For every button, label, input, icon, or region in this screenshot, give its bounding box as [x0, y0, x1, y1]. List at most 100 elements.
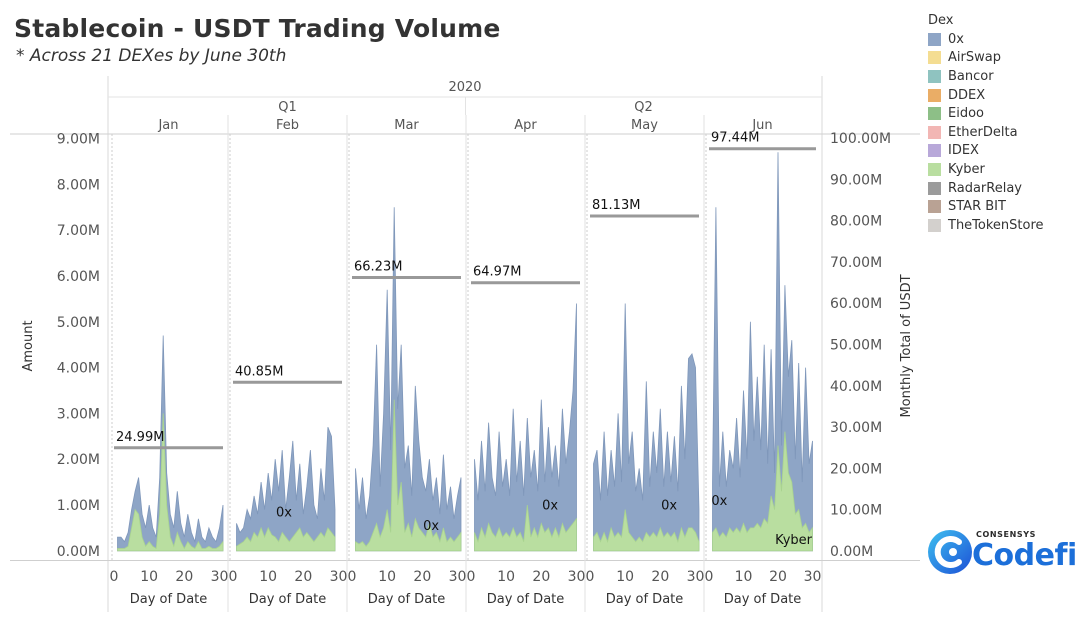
- y-axis-title: Amount: [21, 320, 36, 371]
- x-axis-title: Day of Date: [368, 592, 446, 607]
- x-tick-label: 0: [467, 569, 476, 585]
- area-label: 0x: [423, 519, 439, 534]
- x-tick-label: 30: [211, 569, 229, 585]
- codefi-logo: CONSENSYS Codefi: [926, 524, 1077, 580]
- y2-tick-label: 100.00M: [830, 131, 891, 147]
- monthly-total-label: 40.85M: [235, 364, 283, 379]
- y2-tick-label: 30.00M: [830, 420, 882, 436]
- legend-item: EtherDelta: [928, 123, 1044, 142]
- legend-swatch: [928, 144, 941, 158]
- x-axis-title: Day of Date: [724, 592, 802, 607]
- area-label: 0x: [661, 499, 677, 514]
- logo-top-text: CONSENSYS: [976, 530, 1037, 539]
- y-tick-label: 2.00M: [57, 452, 100, 468]
- series-area-kyber: [117, 413, 224, 552]
- x-tick-label: 30: [330, 569, 348, 585]
- y2-tick-label: 80.00M: [830, 214, 882, 230]
- y-tick-label: 5.00M: [57, 315, 100, 331]
- legend-item: Eidoo: [928, 104, 1044, 123]
- x-axis-title: Day of Date: [130, 592, 208, 607]
- y2-tick-label: 0.00M: [830, 544, 873, 560]
- monthly-total-label: 64.97M: [473, 265, 521, 280]
- x-tick-label: 30: [568, 569, 586, 585]
- y-tick-label: 0.00M: [57, 544, 100, 560]
- series-area-0x: [355, 207, 462, 552]
- legend-item: Kyber: [928, 160, 1044, 179]
- year-label: 2020: [448, 80, 481, 95]
- x-tick-label: 0: [348, 569, 357, 585]
- area-label: Kyber: [775, 533, 813, 548]
- legend-label: Eidoo: [948, 106, 984, 122]
- y2-tick-label: 90.00M: [830, 172, 882, 188]
- legend-swatch: [928, 200, 941, 214]
- y2-axis-title: Monthly Total of USDT: [899, 274, 914, 417]
- series-area-0x: [117, 335, 224, 552]
- x-tick-label: 10: [378, 569, 396, 585]
- legend-label: Kyber: [948, 161, 985, 177]
- y-tick-label: 7.00M: [57, 223, 100, 239]
- legend-label: RadarRelay: [948, 180, 1022, 196]
- x-axis-title: Day of Date: [249, 592, 327, 607]
- series-area-0x: [593, 303, 700, 552]
- x-axis-title: Day of Date: [487, 592, 565, 607]
- series-area-kyber: [593, 509, 700, 552]
- x-tick-label: 20: [175, 569, 193, 585]
- y2-tick-label: 50.00M: [830, 338, 882, 354]
- y-tick-label: 1.00M: [57, 498, 100, 514]
- legend-label: DDEX: [948, 87, 986, 103]
- legend-label: EtherDelta: [948, 124, 1018, 140]
- y-tick-label: 8.00M: [57, 177, 100, 193]
- x-tick-label: 20: [532, 569, 550, 585]
- area-label: 0x: [276, 505, 292, 520]
- quarter-label: Q1: [278, 100, 297, 115]
- legend-label: TheTokenStore: [948, 217, 1044, 233]
- legend-label: STAR BIT: [948, 199, 1006, 215]
- monthly-total-label: 81.13M: [592, 198, 640, 213]
- monthly-total-label: 66.23M: [354, 260, 402, 275]
- series-area-0x: [236, 427, 336, 552]
- x-tick-label: 10: [259, 569, 277, 585]
- legend-item: RadarRelay: [928, 179, 1044, 198]
- month-label: Feb: [276, 118, 299, 133]
- legend-title: Dex: [928, 13, 954, 28]
- y-tick-label: 9.00M: [57, 132, 100, 148]
- x-tick-label: 10: [735, 569, 753, 585]
- series-area-kyber: [712, 431, 813, 552]
- chart-subtitle: * Across 21 DEXes by June 30th: [16, 46, 287, 66]
- month-label: Jan: [157, 118, 178, 133]
- quarter-label: Q2: [634, 100, 653, 115]
- legend-item: Bancor: [928, 67, 1044, 86]
- series-area-kyber: [355, 399, 462, 552]
- legend-item: STAR BIT: [928, 197, 1044, 216]
- legend: Dex 0x AirSwap Bancor DDEX Eidoo EtherDelta ID…: [928, 13, 1044, 235]
- x-tick-label: 30: [804, 569, 822, 585]
- legend-swatch: [928, 125, 941, 139]
- legend-item: 0x: [928, 30, 1044, 49]
- y2-tick-label: 40.00M: [830, 379, 882, 395]
- monthly-total-label: 24.99M: [116, 430, 164, 445]
- legend-item: TheTokenStore: [928, 216, 1044, 235]
- y2-tick-label: 20.00M: [830, 461, 882, 477]
- x-tick-label: 20: [413, 569, 431, 585]
- area-label: 0x: [711, 494, 727, 509]
- legend-label: AirSwap: [948, 50, 1001, 66]
- legend-swatch: [928, 218, 941, 232]
- legend-label: IDEX: [948, 143, 979, 159]
- x-tick-label: 10: [616, 569, 634, 585]
- series-area-kyber: [474, 504, 577, 552]
- x-tick-label: 10: [497, 569, 515, 585]
- legend-swatch: [928, 107, 941, 121]
- series-area-0x: [474, 303, 577, 552]
- x-axis-title: Day of Date: [606, 592, 684, 607]
- legend-swatch: [928, 32, 941, 46]
- legend-swatch: [928, 69, 941, 83]
- legend-swatch: [928, 88, 941, 102]
- legend-item: DDEX: [928, 86, 1044, 105]
- monthly-total-label: 97.44M: [711, 131, 759, 146]
- x-tick-label: 30: [687, 569, 705, 585]
- series-area-kyber: [236, 526, 336, 552]
- legend-swatch: [928, 162, 941, 176]
- legend-item: AirSwap: [928, 49, 1044, 68]
- x-tick-label: 10: [140, 569, 158, 585]
